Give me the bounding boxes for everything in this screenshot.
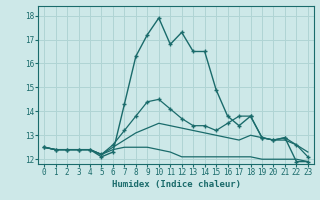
X-axis label: Humidex (Indice chaleur): Humidex (Indice chaleur) xyxy=(111,180,241,189)
